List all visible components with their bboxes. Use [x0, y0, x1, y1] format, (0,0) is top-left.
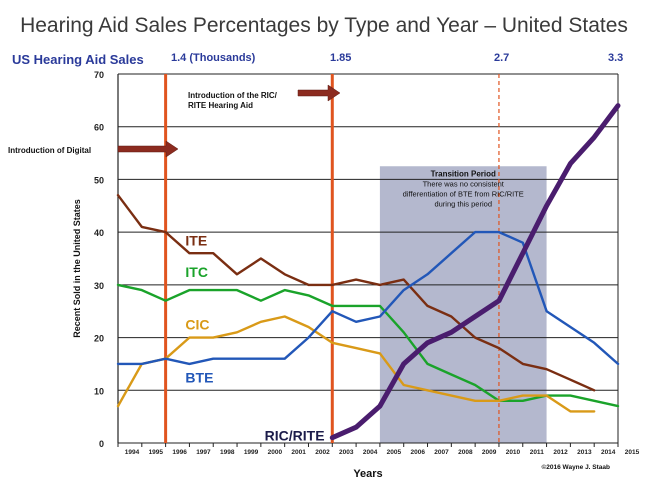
series-line-ric-rite	[329, 103, 621, 441]
y-tick-label-60: 60	[94, 123, 104, 133]
x-tick-label-2013: 2013	[577, 449, 592, 456]
series-line-ite	[116, 193, 596, 392]
series-label-ric-rite: RIC/RITE	[265, 427, 325, 443]
x-tick-label-2003: 2003	[339, 449, 354, 456]
x-tick-label-2002: 2002	[315, 449, 330, 456]
x-tick-label-1997: 1997	[196, 449, 211, 456]
marker-value-1996: 1.4 (Thousands)	[171, 52, 256, 64]
y-tick-label-30: 30	[94, 281, 104, 291]
x-tick-label-2008: 2008	[458, 449, 473, 456]
series-line-itc	[116, 283, 620, 408]
marker-value-2015: 3.3	[608, 52, 624, 64]
x-tick-label-1994: 1994	[125, 449, 140, 456]
x-tick-label-2015: 2015	[625, 449, 640, 456]
transition-title: Transition Period	[431, 169, 496, 178]
x-tick-label-2000: 2000	[268, 449, 283, 456]
x-axis-label: Years	[353, 468, 382, 480]
digital-arrow	[117, 140, 179, 158]
x-tick-label-2012: 2012	[553, 449, 568, 456]
y-tick-label-20: 20	[94, 334, 104, 344]
y-tick-label-10: 10	[94, 386, 104, 396]
series-line-bte	[116, 230, 620, 366]
annotation-digital: Introduction of Digital	[8, 146, 91, 155]
x-tick-label-1995: 1995	[149, 449, 164, 456]
marker-value-2003: 1.85	[330, 52, 352, 64]
annotation-ric-intro-line-1: Introduction of the RIC/	[188, 91, 278, 100]
x-tick-label-2009: 2009	[482, 449, 497, 456]
chart-subtitle: US Hearing Aid Sales	[12, 52, 144, 67]
x-tick-label-1999: 1999	[244, 449, 259, 456]
x-tick-label-2011: 2011	[530, 449, 544, 456]
transition-text-line-3: during this period	[434, 199, 492, 208]
y-axis-label: Recent Sold in the United States	[72, 199, 82, 338]
x-tick-label-2004: 2004	[363, 449, 378, 456]
x-tick-label-2005: 2005	[387, 449, 402, 456]
x-tick-label-2014: 2014	[601, 449, 616, 456]
chart-title: Hearing Aid Sales Percentages by Type an…	[20, 14, 628, 37]
x-tick-label-2001: 2001	[291, 449, 306, 456]
transition-text-line-2: differentiation of BTE from RIC/RITE	[403, 189, 524, 198]
x-tick-label-1998: 1998	[220, 449, 235, 456]
series-label-cic: CIC	[185, 317, 209, 333]
series-label-ite: ITE	[185, 232, 207, 248]
transition-text-line-1: There was no consistent	[423, 179, 505, 188]
y-tick-label-70: 70	[94, 70, 104, 80]
series-line-cic	[116, 315, 596, 413]
x-tick-label-2006: 2006	[410, 449, 425, 456]
y-tick-label-40: 40	[94, 228, 104, 238]
series-label-bte: BTE	[185, 369, 213, 385]
y-tick-label-0: 0	[99, 439, 104, 449]
y-tick-label-50: 50	[94, 175, 104, 185]
x-tick-label-1996: 1996	[172, 449, 187, 456]
x-tick-label-2010: 2010	[506, 449, 521, 456]
ric-intro-arrow	[297, 84, 341, 102]
series-label-itc: ITC	[185, 264, 208, 280]
annotation-ric-intro-line-2: RITE Hearing Aid	[188, 101, 253, 110]
copyright-text: ©2016 Wayne J. Staab	[542, 463, 611, 471]
marker-value-2010: 2.7	[494, 52, 510, 64]
x-tick-label-2007: 2007	[434, 449, 449, 456]
